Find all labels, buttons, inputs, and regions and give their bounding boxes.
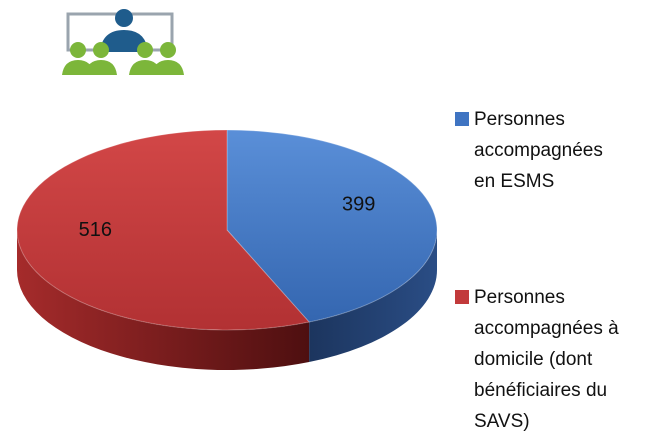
slice-side — [17, 230, 310, 370]
data-label: 516 — [79, 219, 112, 241]
legend-item: Personnes accompagnées en ESMS — [455, 104, 624, 197]
legend-swatch — [455, 290, 469, 304]
legend-swatch — [455, 112, 469, 126]
legend-label: Personnes accompagnées à domicile (dont … — [474, 287, 619, 432]
pie: 399 516 — [16, 129, 438, 370]
icon — [62, 9, 184, 75]
legend-item: Personnes accompagnées à domicile (dont … — [455, 282, 624, 432]
slice — [226, 129, 438, 323]
legend-label: Personnes accompagnées en ESMS — [474, 109, 603, 192]
slice-side — [309, 230, 437, 363]
slice — [16, 129, 311, 331]
data-label: 399 — [342, 194, 375, 216]
